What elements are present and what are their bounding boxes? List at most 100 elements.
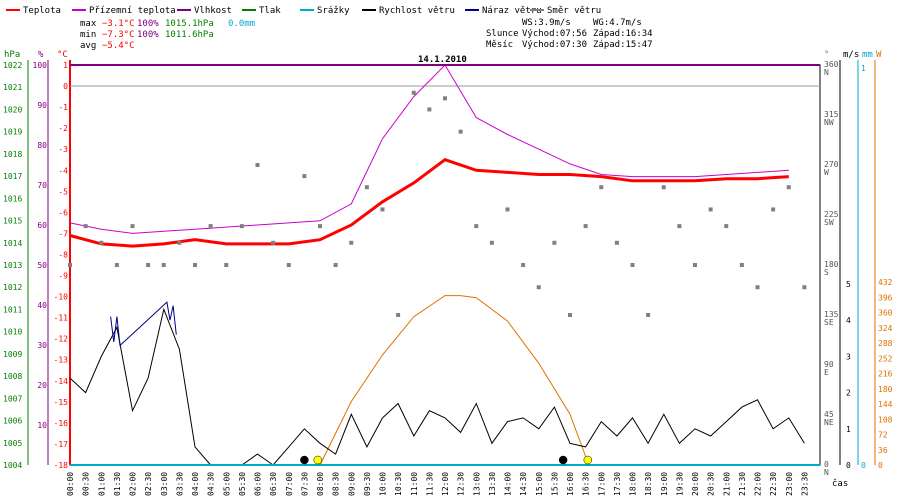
- stat-max-hum: 100%: [137, 19, 159, 29]
- celsius-tick-label: -2: [58, 124, 68, 133]
- info-sun-set: Západ:16:34: [593, 29, 653, 39]
- direction-tick-letter: E: [824, 368, 829, 377]
- solar-tick-label: 144: [878, 400, 893, 409]
- wind-tick-label: 1: [846, 425, 851, 434]
- x-tick-label: 18:30: [644, 472, 653, 496]
- hpa-tick-label: 1006: [3, 417, 22, 426]
- celsius-tick-label: -14: [54, 377, 69, 386]
- wind-direction-point: [255, 163, 260, 167]
- direction-tick-letter: NW: [824, 118, 834, 127]
- solar-tick-label: 0: [878, 461, 883, 470]
- stat-min-label: min: [80, 30, 96, 40]
- wind-direction-point: [271, 240, 276, 245]
- stat-max-label: max: [80, 19, 97, 29]
- wind-direction-point: [208, 224, 213, 229]
- wind-direction-point: [568, 313, 572, 317]
- series-line-solar: [319, 295, 590, 466]
- celsius-tick-label: -1: [58, 103, 68, 112]
- celsius-tick-label: -7: [58, 229, 68, 238]
- direction-tick-value: 270: [824, 160, 839, 169]
- celsius-tick-label: -13: [54, 356, 69, 365]
- solar-tick-label: 108: [878, 415, 893, 424]
- celsius-tick-label: -15: [54, 398, 69, 407]
- solar-tick-label: 324: [878, 324, 893, 333]
- percent-tick-label: 70: [37, 181, 47, 190]
- stat-rain: 0.0mm: [228, 19, 255, 29]
- wind-direction-point: [83, 224, 88, 229]
- legend-label: Směr větru: [547, 6, 601, 16]
- stat-min-press: 1011.6hPa: [165, 30, 214, 40]
- x-tick-label: 21:30: [738, 472, 747, 496]
- series-line-n-raz-v-tru: [110, 301, 177, 347]
- plot-frame: [69, 64, 821, 466]
- direction-tick-letter: SE: [824, 318, 834, 327]
- hpa-tick-label: 1019: [3, 128, 22, 137]
- direction-tick-letter: N: [824, 68, 829, 77]
- hpa-tick-label: 1015: [3, 217, 22, 226]
- wind-direction-point: [646, 313, 651, 317]
- x-tick-label: 02:30: [144, 472, 153, 496]
- wind-direction-point: [364, 185, 369, 190]
- wind-direction-point: [677, 224, 682, 229]
- percent-tick-label: 10: [37, 421, 47, 430]
- direction-tick-value: 225: [824, 210, 839, 219]
- x-tick-label: 20:00: [691, 472, 700, 496]
- solar-tick-label: 288: [878, 339, 893, 348]
- wind-direction-point: [505, 207, 510, 212]
- direction-tick-value: 180: [824, 260, 839, 269]
- celsius-tick-label: -12: [54, 335, 69, 344]
- series-line-rychlost-v-tru: [69, 307, 805, 466]
- celsius-tick-label: -11: [54, 314, 69, 323]
- hpa-tick-label: 1012: [3, 283, 22, 292]
- x-tick-label: 18:00: [629, 472, 638, 496]
- celsius-tick-label: -10: [54, 293, 69, 302]
- hpa-tick-label: 1016: [3, 194, 22, 203]
- x-tick-label: 11:30: [425, 472, 434, 496]
- x-tick-label: 04:30: [207, 472, 216, 496]
- wind-direction-point: [411, 90, 416, 95]
- direction-tick-value: 360: [824, 60, 839, 69]
- x-tick-label: 13:30: [488, 472, 497, 496]
- hpa-tick-label: 1013: [3, 261, 22, 270]
- hpa-tick-label: 1005: [3, 439, 22, 448]
- direction-tick-value: 90: [824, 360, 834, 369]
- solar-tick-label: 36: [878, 446, 888, 455]
- x-tick-label: 16:00: [566, 472, 575, 496]
- axis-unit-percent: %: [38, 50, 44, 60]
- percent-tick-label: 50: [37, 261, 47, 270]
- chart-title: 14.1.2010: [418, 55, 467, 65]
- celsius-tick-label: -6: [58, 208, 68, 217]
- solar-tick-label: 360: [878, 309, 893, 318]
- info-sun-label: Slunce: [486, 29, 519, 39]
- percent-tick-label: 60: [37, 221, 47, 230]
- legend-label: Tlak: [259, 6, 281, 16]
- x-tick-label: 01:30: [113, 472, 122, 496]
- x-tick-label: 17:30: [613, 472, 622, 496]
- celsius-tick-label: -3: [58, 145, 68, 154]
- wind-direction-point: [474, 224, 479, 229]
- x-tick-label: 15:00: [535, 472, 544, 496]
- axis-unit-direction: °: [824, 50, 829, 60]
- x-tick-label: 12:00: [441, 472, 450, 496]
- wind-direction-point: [708, 207, 713, 212]
- x-tick-label: 03:00: [160, 472, 169, 496]
- wind-direction-point: [724, 224, 729, 229]
- direction-tick-letter: S: [824, 268, 829, 277]
- x-tick-label: 15:30: [550, 472, 559, 496]
- direction-tick-letter: SW: [824, 218, 834, 227]
- hpa-tick-label: 1007: [3, 394, 22, 403]
- hpa-tick-label: 1022: [3, 61, 22, 70]
- direction-tick-letter: N: [824, 468, 829, 477]
- legend-label: Náraz větru: [482, 6, 542, 16]
- stat-avg-temp: −5.4°C: [102, 41, 135, 51]
- legend-label: Přízemní teplota: [89, 6, 176, 16]
- percent-tick-label: 30: [37, 341, 47, 350]
- x-tick-label: 05:30: [238, 472, 247, 496]
- stat-min-temp: −7.3°C: [102, 30, 135, 40]
- wind-direction-point: [68, 263, 72, 267]
- x-tick-label: 08:30: [332, 472, 341, 496]
- x-axis-label: čas: [832, 478, 848, 489]
- axis-unit-wind: m/s: [843, 50, 859, 60]
- direction-tick-letter: NE: [824, 418, 834, 427]
- celsius-tick-label: -5: [58, 187, 68, 196]
